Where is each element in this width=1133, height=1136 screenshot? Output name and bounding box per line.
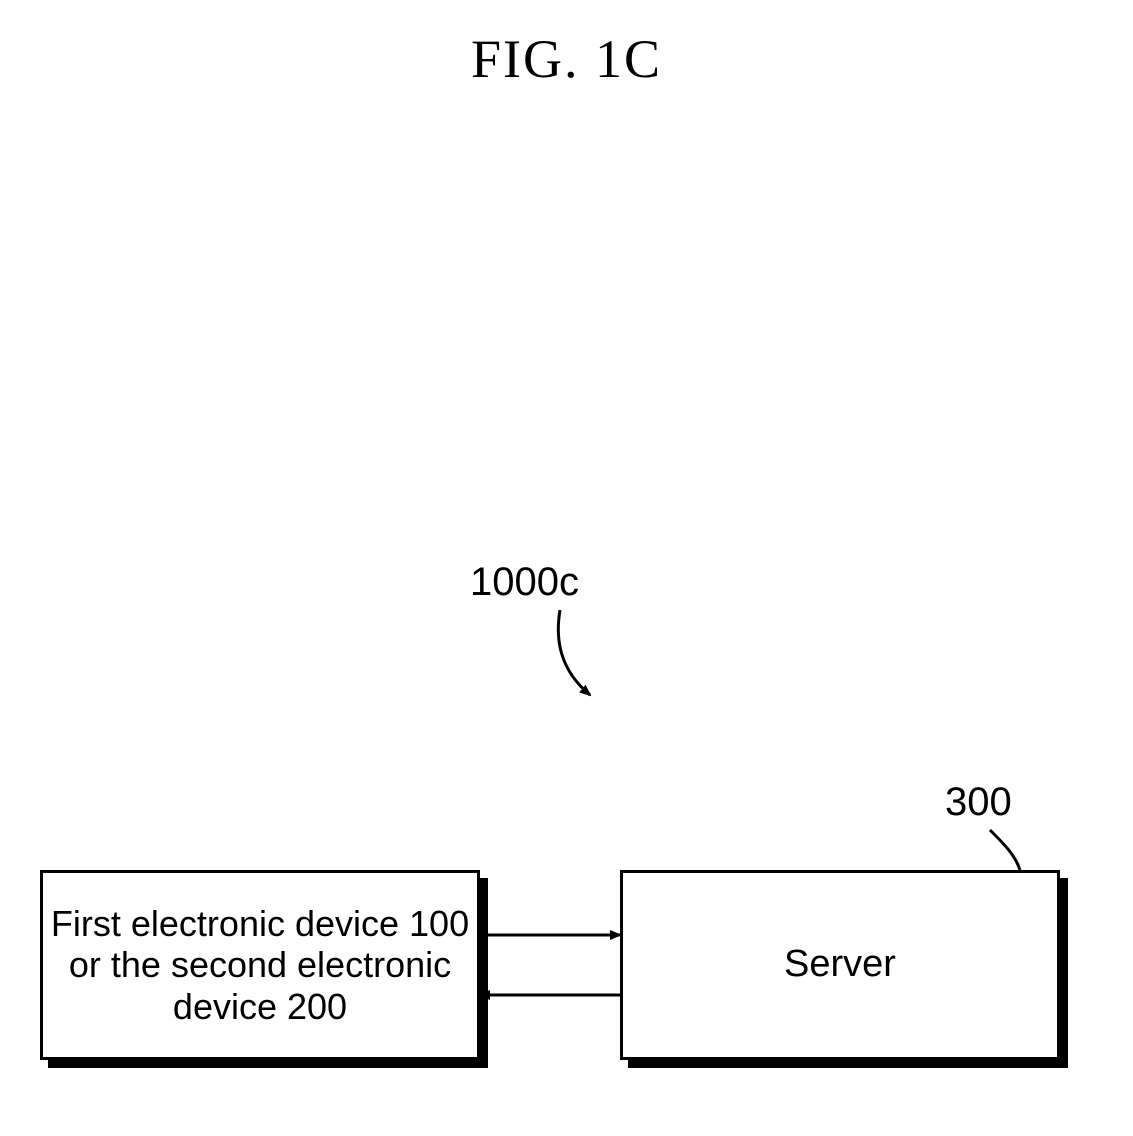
server-box: Server (620, 870, 1060, 1060)
figure-title: FIG. 1C (0, 28, 1133, 90)
leader-system (558, 610, 590, 695)
device-box-label: First electronic device 100 or the secon… (43, 903, 477, 1027)
server-box-label: Server (784, 943, 896, 987)
leader-server (990, 830, 1020, 870)
device-box: First electronic device 100 or the secon… (40, 870, 480, 1060)
ref-label-system: 1000c (470, 560, 579, 605)
diagram-canvas: FIG. 1C 1000c 300 First electronic devic… (0, 0, 1133, 1136)
ref-label-server: 300 (945, 780, 1012, 825)
